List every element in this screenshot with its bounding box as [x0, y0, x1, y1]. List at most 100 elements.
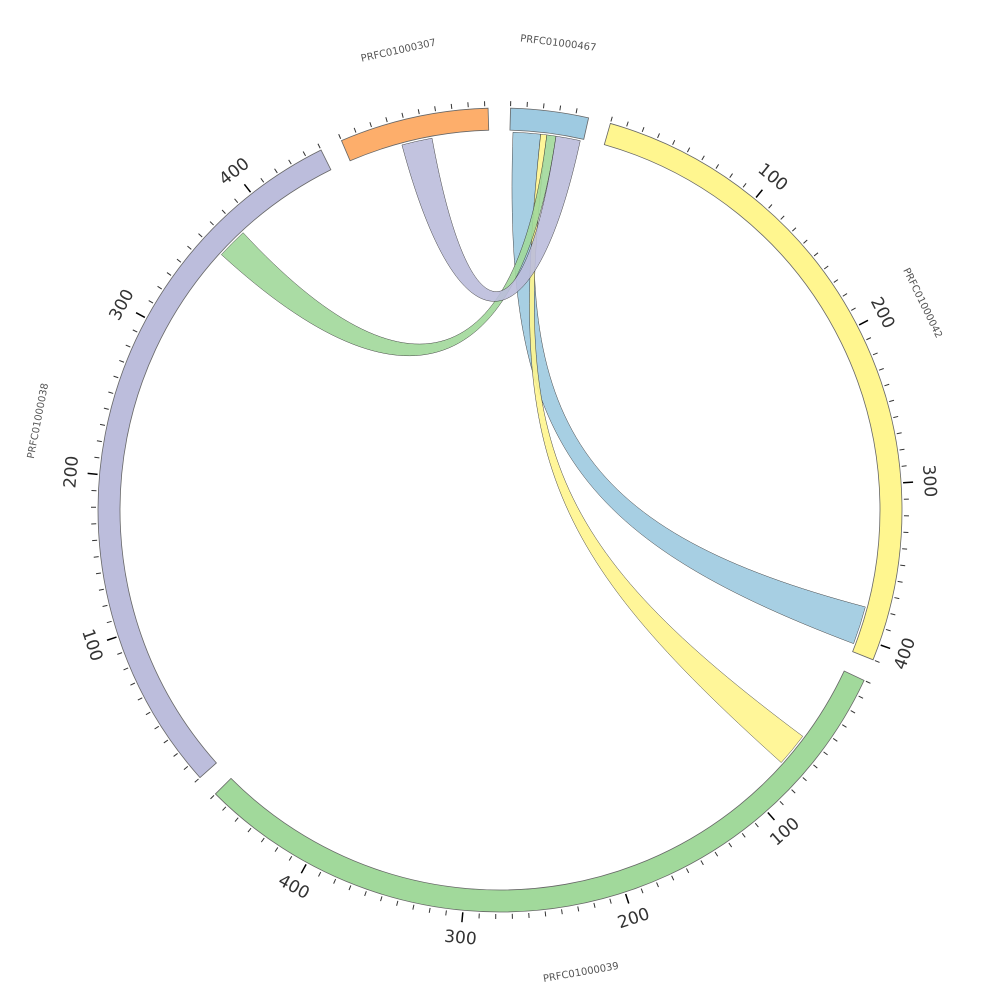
minor-tick	[700, 860, 704, 866]
tick-label: 300	[443, 927, 477, 950]
minor-tick	[823, 265, 829, 270]
minor-tick	[119, 359, 125, 363]
major-tick	[461, 912, 464, 923]
minor-tick	[865, 680, 871, 684]
minor-tick	[99, 423, 106, 426]
minor-tick	[234, 817, 239, 822]
minor-tick	[288, 855, 293, 861]
minor-tick	[130, 682, 136, 686]
minor-tick	[561, 909, 563, 915]
minor-tick	[108, 391, 114, 394]
minor-tick	[841, 724, 847, 728]
chromosome-segments	[97, 107, 903, 913]
tick-label: 400	[890, 635, 920, 672]
minor-tick	[780, 215, 785, 220]
minor-tick	[741, 833, 746, 838]
minor-tick	[148, 300, 154, 304]
minor-tick	[640, 888, 644, 894]
minor-tick	[157, 285, 163, 290]
minor-tick	[260, 837, 265, 843]
minor-tick	[823, 751, 828, 756]
minor-tick	[900, 564, 906, 567]
minor-tick	[94, 456, 100, 459]
minor-tick	[779, 800, 784, 806]
major-tick	[87, 472, 98, 476]
link-PRFC01000467-PRFC01000307	[401, 135, 581, 302]
segment-name-label: PRFC01000039	[542, 961, 619, 985]
minor-tick	[93, 556, 99, 558]
tick-label: 400	[275, 871, 313, 904]
major-tick	[767, 811, 775, 821]
minor-tick	[813, 252, 819, 257]
minor-tick	[884, 383, 890, 387]
minor-tick	[183, 766, 189, 770]
minor-tick	[672, 139, 676, 145]
major-tick	[624, 893, 630, 904]
minor-tick	[685, 868, 690, 874]
minor-tick	[559, 105, 562, 111]
minor-tick	[234, 198, 239, 203]
minor-tick	[686, 147, 691, 153]
minor-tick	[890, 613, 896, 616]
major-tick	[755, 189, 763, 198]
minor-tick	[901, 465, 907, 467]
minor-tick	[222, 806, 227, 811]
minor-tick	[210, 794, 215, 800]
minor-tick	[274, 168, 278, 174]
minor-tick	[866, 337, 872, 341]
minor-tick	[701, 155, 705, 161]
tick-label: 200	[866, 294, 899, 332]
major-tick	[903, 481, 914, 484]
major-tick	[300, 864, 307, 874]
minor-tick	[894, 597, 900, 600]
minor-tick	[715, 164, 720, 169]
minor-tick	[95, 572, 102, 575]
minor-tick	[348, 885, 352, 891]
major-tick	[135, 311, 146, 319]
minor-tick	[728, 842, 733, 848]
minor-tick	[609, 898, 612, 904]
minor-tick	[154, 725, 160, 730]
minor-tick	[813, 764, 818, 769]
minor-tick	[445, 910, 447, 916]
minor-tick	[641, 127, 645, 133]
minor-tick	[610, 116, 613, 122]
segment-name-label: PRFC01000467	[520, 33, 597, 53]
minor-tick	[671, 875, 675, 881]
minor-tick	[889, 399, 895, 403]
minor-tick	[626, 121, 629, 127]
minor-tick	[98, 588, 104, 591]
segment-name-label: PRFC01000307	[360, 37, 437, 64]
minor-tick	[803, 239, 808, 244]
minor-tick	[858, 695, 864, 699]
segment-PRFC01000042	[603, 122, 903, 661]
tick-label: 200	[60, 455, 83, 489]
minor-tick	[885, 628, 891, 632]
tick-label: 400	[216, 154, 254, 190]
minor-tick	[878, 368, 884, 371]
minor-tick	[385, 117, 388, 123]
minor-tick	[318, 871, 322, 877]
minor-tick	[542, 103, 545, 109]
segment-PRFC01000039	[214, 670, 865, 913]
minor-tick	[575, 108, 578, 114]
minor-tick	[123, 667, 129, 671]
minor-tick	[754, 822, 759, 828]
minor-tick	[401, 112, 404, 118]
major-tick	[880, 644, 891, 650]
minor-tick	[187, 245, 192, 250]
minor-tick	[729, 173, 733, 178]
tick-label: 300	[105, 286, 138, 324]
minor-tick	[288, 159, 292, 165]
tick-label: 100	[766, 814, 804, 850]
minor-tick	[842, 293, 848, 297]
minor-tick	[380, 896, 383, 902]
minor-tick	[173, 753, 178, 757]
link-PRFC01000467-PRFC01000039	[529, 133, 804, 763]
minor-tick	[434, 106, 436, 112]
minor-tick	[417, 109, 420, 115]
tick-label: 100	[77, 627, 106, 664]
minor-tick	[353, 127, 357, 133]
minor-tick	[899, 448, 905, 451]
